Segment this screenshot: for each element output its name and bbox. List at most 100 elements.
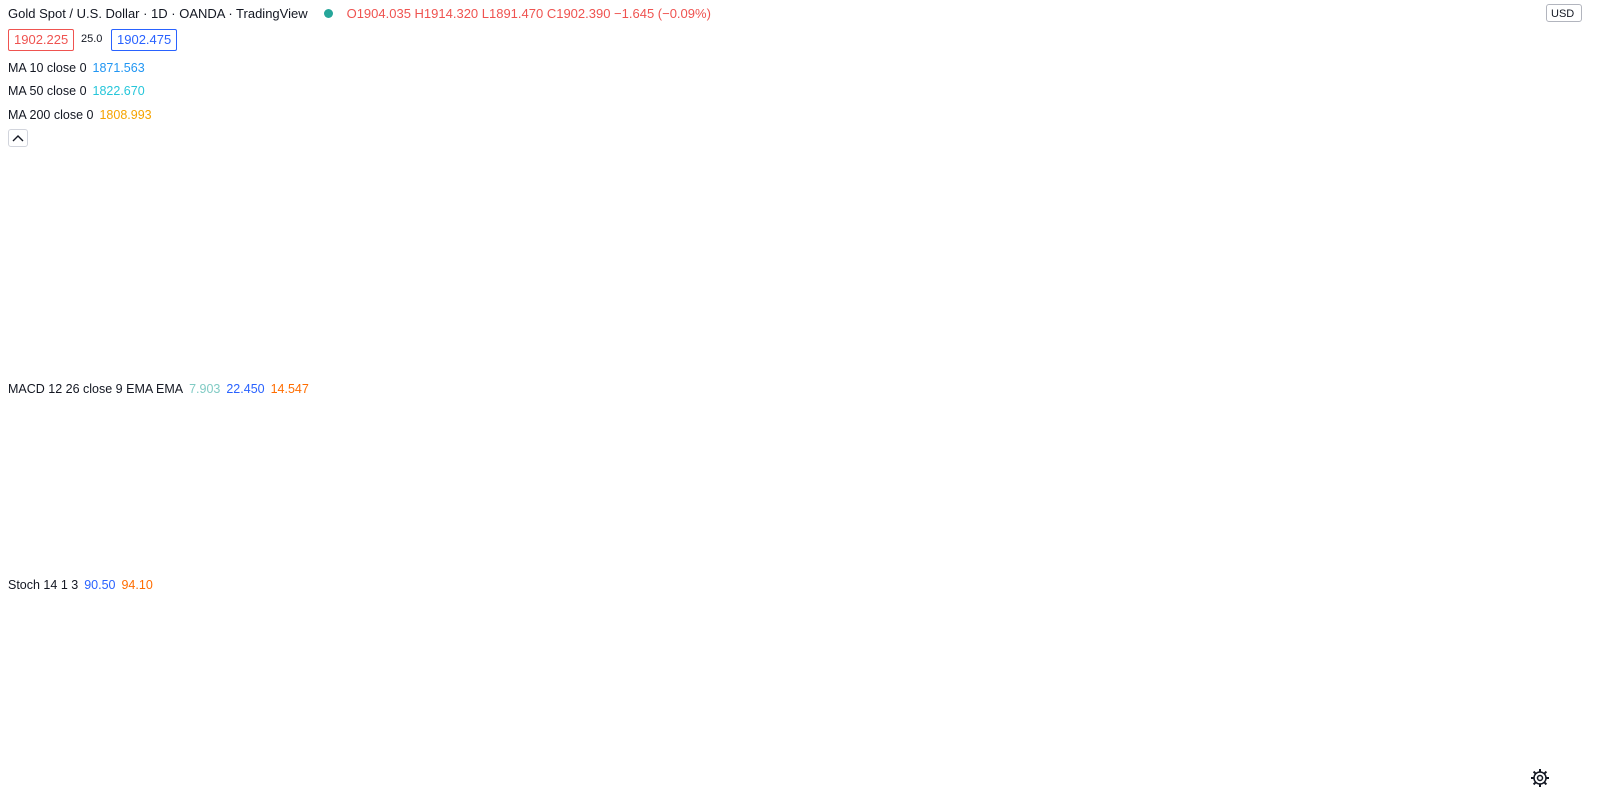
currency-button[interactable]: USD: [1546, 4, 1582, 22]
candle-body: [696, 187, 702, 199]
macd-hist-bar: [422, 475, 427, 495]
macd-hist-bar: [797, 494, 802, 495]
macd-hist-bar: [36, 490, 41, 495]
macd-hist-bar: [307, 495, 312, 500]
candle-body: [1357, 157, 1362, 162]
candle-body: [807, 179, 813, 197]
candle-body: [279, 98, 284, 102]
macd-hist-bar: [1084, 495, 1089, 502]
candle-body: [1211, 157, 1216, 159]
candle-body: [995, 198, 1001, 200]
macd-hist-bar: [1225, 495, 1230, 500]
candle-body: [884, 178, 889, 188]
macd-hist-bar: [396, 488, 401, 495]
candle-body: [578, 241, 583, 256]
candle-body: [1287, 192, 1293, 199]
candle-body: [397, 119, 403, 121]
macd-hist-bar: [245, 492, 249, 495]
macd-hist-bar: [140, 495, 145, 514]
macd-hist-bar: [31, 488, 36, 495]
macd-hist-bar: [130, 495, 135, 513]
trendline-upper[interactable]: [835, 78, 1481, 138]
candle-body: [515, 215, 521, 234]
legend-ma50[interactable]: MA 50 close 0 1822.670: [8, 84, 145, 98]
legend-macd-label: MACD 12 26 close 9 EMA EMA: [8, 382, 184, 396]
macd-hist-bar: [552, 495, 557, 505]
time-axis[interactable]: Jul Aug Oct Nov 2021 Mar Apr Jun Jul Aug Sep Oct Dec…: [17, 771, 1450, 783]
macd-hist-bar: [604, 486, 609, 495]
macd-hist-bar: [1189, 489, 1193, 495]
macd-hist-bar: [923, 488, 927, 495]
countdown-value: 04:32:00: [1511, 98, 1554, 110]
candle-body: [1343, 180, 1348, 182]
macd-hist-bar: [1324, 492, 1329, 495]
legend-ma200[interactable]: MA 200 close 0 1808.993: [8, 108, 152, 122]
candle-body: [105, 42, 111, 53]
macd-hist-bar: [1293, 495, 1298, 498]
candle-body: [494, 165, 500, 181]
macd-hist-bar: [1194, 491, 1199, 495]
collapse-legend-button[interactable]: [8, 129, 28, 147]
macd-hist-bar: [15, 490, 20, 495]
macd-hist-bar: [870, 495, 875, 511]
ask-price[interactable]: 1902.475: [111, 29, 178, 51]
macd-hist-bar: [432, 471, 437, 495]
macd-hist-bar: [1048, 495, 1053, 500]
candle-body: [557, 276, 562, 280]
stoch-tick-label: 60.00: [1516, 643, 1544, 655]
macd-hist-bar: [1230, 495, 1235, 509]
bid-price[interactable]: 1902.225: [8, 29, 75, 51]
macd-hist-bar: [156, 495, 161, 517]
candle-body: [988, 189, 994, 196]
candle-body: [682, 199, 688, 204]
gear-icon[interactable]: [1530, 768, 1550, 788]
candle-body: [307, 140, 312, 148]
candle-body: [1412, 165, 1418, 176]
time-tick-label: Mar: [600, 771, 620, 783]
legend-macd-signal: 14.547: [270, 382, 309, 396]
macd-hist-bar: [855, 495, 860, 517]
macd-hist-bar: [104, 495, 109, 499]
macd-hist-bar: [625, 490, 630, 495]
trendline-lower[interactable]: [1129, 202, 1463, 251]
macd-hist-bar: [474, 495, 479, 503]
candle-body: [905, 171, 910, 175]
legend-macd-value: 22.450: [226, 382, 265, 396]
candle-body: [446, 133, 451, 146]
stoch-band: [0, 613, 1502, 719]
candle-body: [453, 132, 458, 148]
legend-stoch[interactable]: Stoch 14 1 3 90.50 94.10: [8, 578, 153, 592]
candle-body: [981, 185, 987, 187]
macd-hist-bar: [1413, 494, 1418, 496]
candle-body: [1259, 151, 1265, 161]
macd-hist-bar: [323, 495, 328, 507]
candle-body: [821, 201, 827, 206]
macd-hist-bar: [1319, 491, 1324, 495]
candle-body: [1454, 159, 1460, 188]
candle-body: [689, 187, 695, 189]
macd-hist-bar: [265, 493, 270, 495]
time-tick-label: Aug: [90, 771, 110, 783]
legend-ma10[interactable]: MA 10 close 0 1871.563: [8, 61, 145, 75]
candle-body: [1190, 188, 1195, 190]
macd-hist-bar: [714, 489, 719, 495]
macd-hist-bar: [135, 495, 140, 510]
candle-body: [383, 112, 389, 120]
macd-hist-bar: [234, 495, 239, 497]
legend-macd[interactable]: MACD 12 26 close 9 EMA EMA 7.903 22.450 14.…: [8, 382, 309, 396]
candle-body: [933, 189, 938, 191]
macd-hist-bar: [349, 495, 354, 511]
macd-hist-bar: [1236, 495, 1240, 512]
price-axis[interactable]: 1960.000 1920.000 1880.000 1840.000 1800.000…: [1516, 38, 1562, 762]
macd-hist-bar: [83, 478, 88, 495]
symbol-title[interactable]: Gold Spot / U.S. Dollar · 1D · OANDA · T…: [8, 6, 308, 21]
macd-hist-bar: [292, 492, 296, 495]
time-tick-label: Apr: [681, 771, 699, 783]
macd-hist-bar: [78, 477, 83, 495]
macd-hist-bar: [829, 495, 834, 520]
legend-ma10-label: MA 10 close 0: [8, 61, 87, 75]
macd-hist-bar: [438, 477, 442, 495]
macd-hist-bar: [1043, 493, 1047, 495]
macd-hist-bar: [406, 479, 411, 495]
